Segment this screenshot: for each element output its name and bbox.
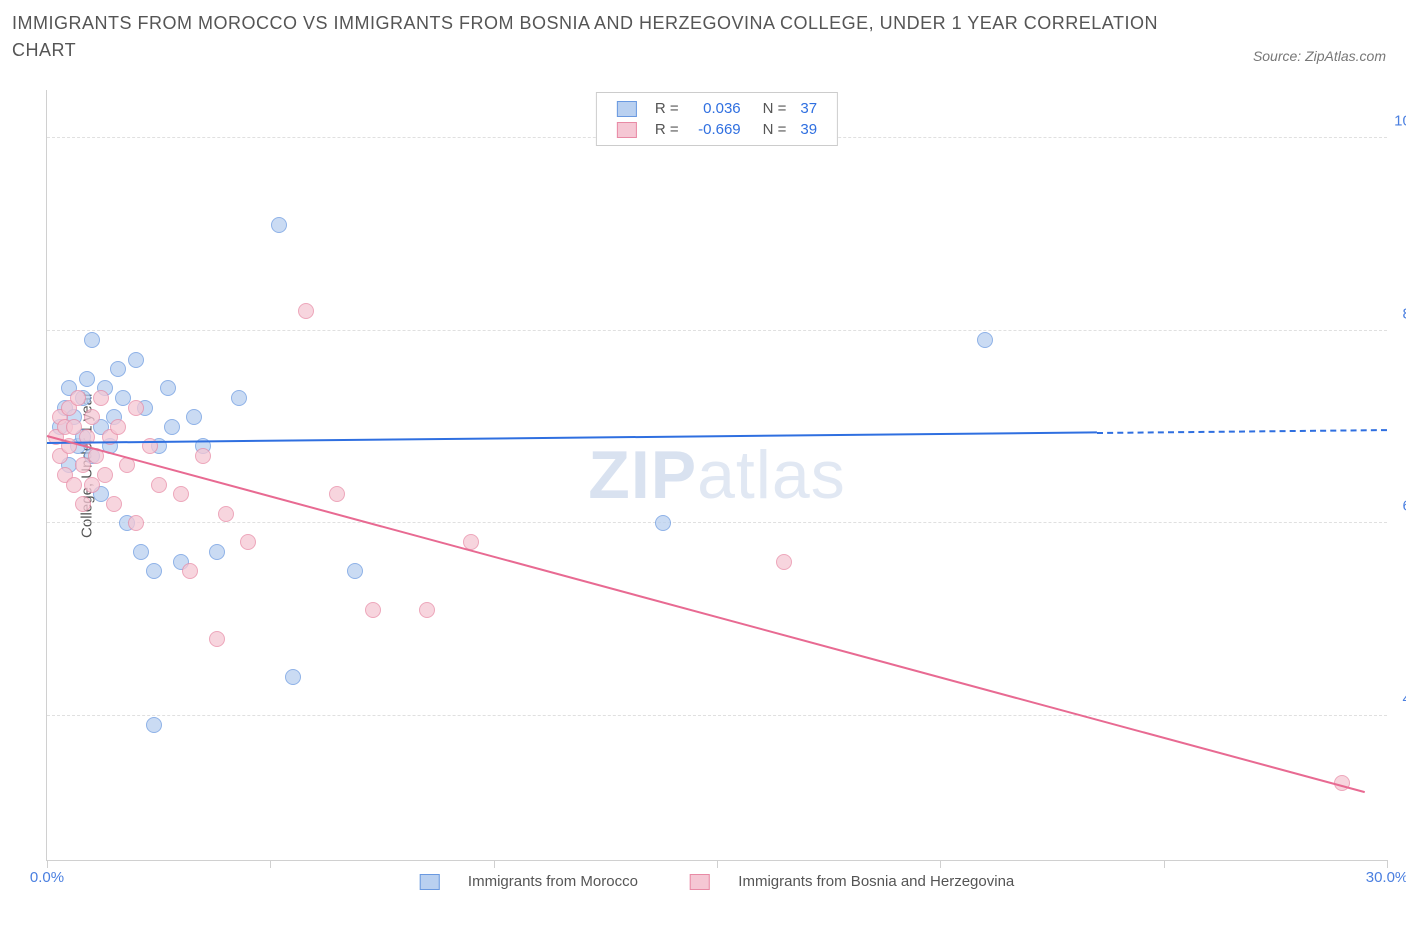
data-point <box>285 669 301 685</box>
data-point <box>186 409 202 425</box>
stats-row-morocco: R = 0.036 N = 37 <box>611 99 823 118</box>
data-point <box>218 506 234 522</box>
data-point <box>110 419 126 435</box>
data-point <box>93 390 109 406</box>
data-point <box>173 486 189 502</box>
data-point <box>182 563 198 579</box>
swatch-morocco <box>617 101 637 117</box>
y-tick-label: 40.0% <box>1393 690 1406 707</box>
y-tick-label: 100.0% <box>1393 113 1406 130</box>
data-point <box>977 332 993 348</box>
trend-line <box>47 435 1365 793</box>
y-tick-label: 60.0% <box>1393 498 1406 515</box>
x-tick-label: 30.0% <box>1366 869 1406 886</box>
watermark-rest: atlas <box>697 437 846 513</box>
data-point <box>151 477 167 493</box>
data-point <box>146 563 162 579</box>
data-point <box>240 534 256 550</box>
data-point <box>195 448 211 464</box>
r-value-morocco: 0.036 <box>687 99 747 118</box>
trend-line-extrapolated <box>1097 429 1387 434</box>
x-tick <box>494 860 495 868</box>
r-value-bosnia: -0.669 <box>687 120 747 139</box>
x-tick <box>1164 860 1165 868</box>
data-point <box>84 332 100 348</box>
source-credit: Source: ZipAtlas.com <box>1253 48 1386 64</box>
n-value-morocco: 37 <box>794 99 823 118</box>
data-point <box>128 352 144 368</box>
legend-swatch-bosnia <box>690 874 710 890</box>
chart-plot-area: ZIPatlas R = 0.036 N = 37 R = -0.669 N =… <box>46 90 1387 861</box>
data-point <box>164 419 180 435</box>
x-tick <box>717 860 718 868</box>
data-point <box>133 544 149 560</box>
data-point <box>97 467 113 483</box>
data-point <box>209 631 225 647</box>
data-point <box>776 554 792 570</box>
data-point <box>106 496 122 512</box>
x-tick-label: 0.0% <box>30 869 64 886</box>
gridline-h <box>47 330 1387 331</box>
data-point <box>231 390 247 406</box>
legend-swatch-morocco <box>420 874 440 890</box>
gridline-h <box>47 715 1387 716</box>
data-point <box>70 390 86 406</box>
data-point <box>84 409 100 425</box>
y-tick-label: 80.0% <box>1393 305 1406 322</box>
data-point <box>209 544 225 560</box>
data-point <box>329 486 345 502</box>
data-point <box>128 400 144 416</box>
x-tick <box>940 860 941 868</box>
data-point <box>75 496 91 512</box>
legend-label-morocco: Immigrants from Morocco <box>468 873 638 890</box>
chart-title: IMMIGRANTS FROM MOROCCO VS IMMIGRANTS FR… <box>12 10 1206 64</box>
swatch-bosnia <box>617 122 637 138</box>
data-point <box>298 303 314 319</box>
data-point <box>655 515 671 531</box>
watermark: ZIPatlas <box>588 436 845 514</box>
n-value-bosnia: 39 <box>794 120 823 139</box>
x-tick <box>270 860 271 868</box>
data-point <box>271 217 287 233</box>
data-point <box>110 361 126 377</box>
data-point <box>419 602 435 618</box>
x-tick <box>47 860 48 868</box>
data-point <box>79 371 95 387</box>
data-point <box>347 563 363 579</box>
series-legend: Immigrants from Morocco Immigrants from … <box>396 873 1039 890</box>
data-point <box>146 717 162 733</box>
stats-row-bosnia: R = -0.669 N = 39 <box>611 120 823 139</box>
legend-label-bosnia: Immigrants from Bosnia and Herzegovina <box>738 873 1014 890</box>
data-point <box>160 380 176 396</box>
stats-legend: R = 0.036 N = 37 R = -0.669 N = 39 <box>596 92 838 146</box>
data-point <box>365 602 381 618</box>
data-point <box>66 477 82 493</box>
watermark-bold: ZIP <box>588 437 697 513</box>
gridline-h <box>47 522 1387 523</box>
x-tick <box>1387 860 1388 868</box>
data-point <box>128 515 144 531</box>
